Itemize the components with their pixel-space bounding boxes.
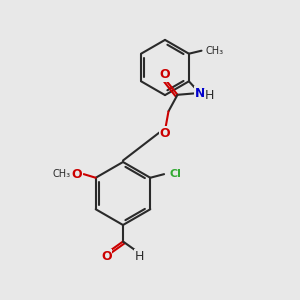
Text: H: H [205, 89, 214, 102]
Text: CH₃: CH₃ [53, 169, 71, 179]
Text: H: H [135, 250, 144, 263]
Text: O: O [159, 68, 170, 82]
Text: O: O [160, 127, 170, 140]
Text: Cl: Cl [169, 169, 181, 179]
Text: O: O [72, 168, 82, 181]
Text: CH₃: CH₃ [206, 46, 224, 56]
Text: O: O [101, 250, 112, 263]
Text: N: N [195, 87, 205, 100]
